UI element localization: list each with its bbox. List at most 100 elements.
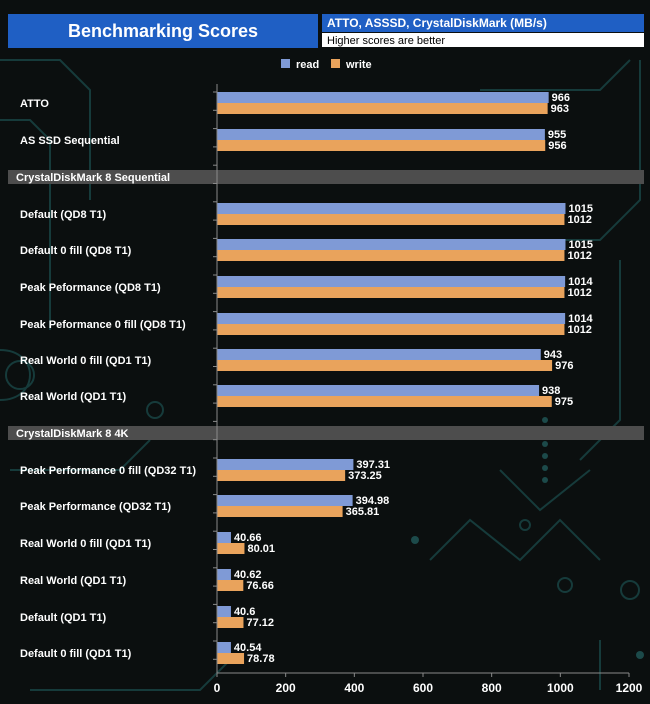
bar-read <box>217 606 231 617</box>
category-label: AS SSD Sequential <box>20 135 120 147</box>
data-label-read: 955 <box>548 129 566 141</box>
legend-read-swatch <box>281 59 290 68</box>
category-label: Real World (QD1 T1) <box>20 575 126 587</box>
bar-write <box>217 287 565 298</box>
bar-write <box>217 506 343 517</box>
data-label-read: 40.6 <box>234 606 255 618</box>
bar-write <box>217 617 244 628</box>
data-label-write: 1012 <box>567 214 591 226</box>
data-label-read: 938 <box>542 385 560 397</box>
data-label-read: 943 <box>544 349 562 361</box>
category-label: Default 0 fill (QD1 T1) <box>20 648 132 660</box>
category-label: Default (QD8 T1) <box>20 209 107 221</box>
section-band <box>8 170 644 184</box>
bar-read <box>217 313 566 324</box>
bar-read <box>217 642 231 653</box>
bar-read <box>217 129 545 140</box>
section-bands: CrystalDiskMark 8 Sequential CrystalDiskM… <box>8 170 644 440</box>
category-labels: ATTO AS SSD Sequential Default (QD8 T1) Def… <box>20 98 196 660</box>
bar-write <box>217 250 565 261</box>
data-label-read: 1015 <box>568 239 592 251</box>
bar-write <box>217 324 565 335</box>
data-label-write: 77.12 <box>246 617 274 629</box>
legend: read write <box>281 59 372 71</box>
bar-read <box>217 569 231 580</box>
category-label: Peak Peformance (QD8 T1) <box>20 282 161 294</box>
x-tick-label: 600 <box>413 681 433 695</box>
x-axis: 0 200 400 600 800 1000 1200 <box>213 84 643 695</box>
chart-note: Higher scores are better <box>327 35 445 47</box>
category-label: Peak Peformance 0 fill (QD8 T1) <box>20 319 186 331</box>
bars: 9669639559561015101210151012101410121014… <box>217 92 593 665</box>
data-label-write: 963 <box>551 103 569 115</box>
data-label-write: 1012 <box>567 250 591 262</box>
bar-write <box>217 543 245 554</box>
category-label: Peak Performance 0 fill (QD32 T1) <box>20 465 196 477</box>
x-tick-label: 400 <box>344 681 364 695</box>
bar-write <box>217 360 553 371</box>
section-label: CrystalDiskMark 8 4K <box>16 428 129 440</box>
data-label-read: 397.31 <box>356 459 390 471</box>
bar-read <box>217 92 549 103</box>
category-label: Peak Performance (QD32 T1) <box>20 501 171 513</box>
bar-read <box>217 459 354 470</box>
bar-write <box>217 214 565 225</box>
data-label-write: 78.78 <box>247 653 275 665</box>
data-label-read: 40.66 <box>234 532 262 544</box>
data-label-write: 80.01 <box>247 543 275 555</box>
x-tick-label: 800 <box>482 681 502 695</box>
bar-write <box>217 103 548 114</box>
bar-read <box>217 276 566 287</box>
data-label-read: 40.62 <box>234 569 262 581</box>
bar-read <box>217 495 353 506</box>
bar-write <box>217 470 346 481</box>
chart-title: Benchmarking Scores <box>68 21 258 41</box>
circuit-dots <box>411 417 644 659</box>
data-label-write: 1012 <box>567 324 591 336</box>
bar-read <box>217 349 541 360</box>
data-label-read: 1014 <box>568 276 593 288</box>
data-label-write: 975 <box>555 396 573 408</box>
bar-write <box>217 396 552 407</box>
x-tick-label: 1000 <box>547 681 574 695</box>
data-label-write: 365.81 <box>346 506 380 518</box>
title-banner <box>8 14 318 48</box>
x-tick-label: 1200 <box>616 681 643 695</box>
bar-read <box>217 239 566 250</box>
category-label: Default (QD1 T1) <box>20 612 107 624</box>
note-banner <box>322 33 644 47</box>
category-label: Default 0 fill (QD8 T1) <box>20 245 132 257</box>
data-label-write: 1012 <box>567 287 591 299</box>
data-label-write: 76.66 <box>246 580 274 592</box>
x-tick-label: 0 <box>214 681 221 695</box>
category-label: Real World 0 fill (QD1 T1) <box>20 355 152 367</box>
subtitle-banner <box>322 14 644 32</box>
data-label-write: 373.25 <box>348 470 382 482</box>
category-label: Real World (QD1 T1) <box>20 391 126 403</box>
bar-write <box>217 140 546 151</box>
data-label-read: 1014 <box>568 313 593 325</box>
legend-write-label: write <box>345 59 372 71</box>
circuit-background <box>0 59 641 691</box>
chart-subtitle: ATTO, ASSSD, CrystalDiskMark (MB/s) <box>327 16 547 30</box>
legend-read-label: read <box>296 59 319 71</box>
bar-read <box>217 203 566 214</box>
data-label-read: 1015 <box>568 203 592 215</box>
section-label: CrystalDiskMark 8 Sequential <box>16 172 170 184</box>
bar-read <box>217 385 540 396</box>
x-tick-label: 200 <box>276 681 296 695</box>
data-label-read: 394.98 <box>356 495 390 507</box>
category-label: ATTO <box>20 98 49 110</box>
bar-read <box>217 532 231 543</box>
data-label-read: 966 <box>552 92 570 104</box>
bar-write <box>217 580 244 591</box>
section-band <box>8 426 644 440</box>
data-label-read: 40.54 <box>234 642 262 654</box>
legend-write-swatch <box>331 59 340 68</box>
data-label-write: 976 <box>555 360 573 372</box>
bar-write <box>217 653 245 664</box>
category-label: Real World 0 fill (QD1 T1) <box>20 538 152 550</box>
data-label-write: 956 <box>548 140 566 152</box>
